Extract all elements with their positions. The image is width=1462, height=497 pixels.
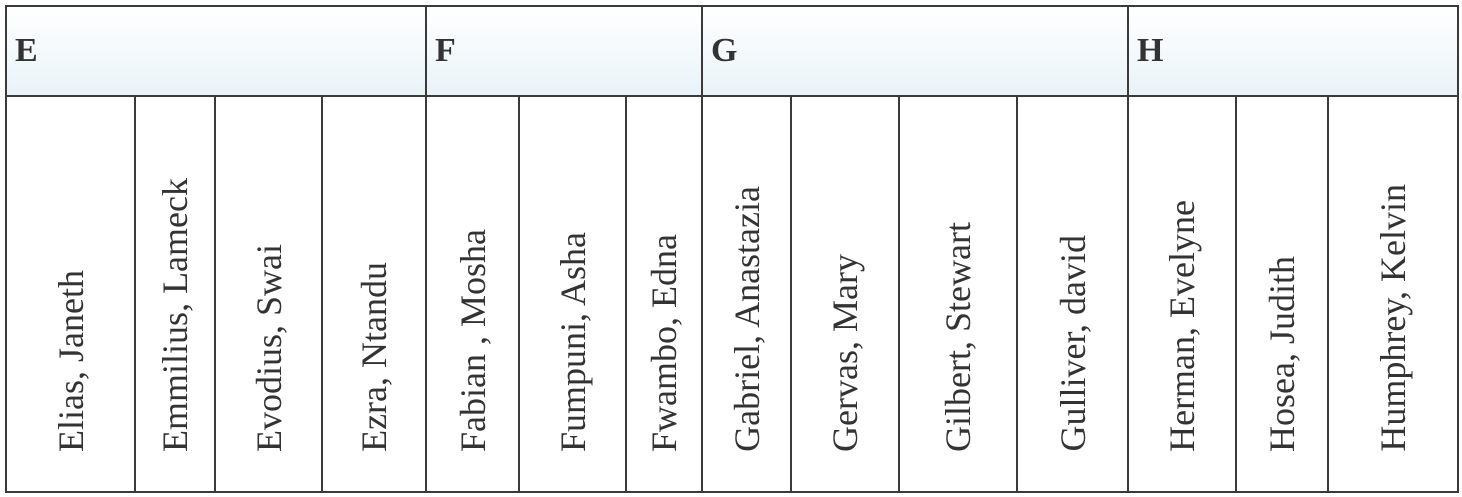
name-cell: Evodius, Swai [214, 95, 323, 493]
letter-header-f: F [424, 5, 704, 97]
name-cell: Ezra, Ntandu [321, 95, 427, 493]
name-entry: Humphrey, Kelvin [1373, 184, 1414, 452]
name-cell: Humphrey, Kelvin [1327, 95, 1460, 493]
letter-label: G [711, 32, 738, 69]
name-cell: Elias, Janeth [5, 95, 136, 493]
name-entry: Elias, Janeth [50, 270, 91, 452]
letter-label: H [1137, 32, 1164, 69]
name-entry: Herman, Evelyne [1162, 200, 1203, 452]
name-cell: Gulliver, david [1016, 95, 1130, 493]
letter-header-e: E [5, 5, 427, 97]
name-cell: Herman, Evelyne [1127, 95, 1238, 493]
name-cell: Gabriel, Anastazia [701, 95, 793, 493]
name-cell: Emmilius, Lameck [134, 95, 216, 493]
name-entry: Emmilius, Lameck [155, 178, 195, 452]
name-cell: Fwambo, Edna [624, 95, 704, 493]
letter-header-g: G [701, 5, 1130, 97]
name-entry: Hosea, Judith [1262, 256, 1303, 452]
letter-label: E [15, 32, 38, 69]
name-cell: Fabian , Mosha [425, 95, 520, 493]
name-entry: Ezra, Ntandu [354, 262, 394, 452]
name-entry: Evodius, Swai [248, 243, 289, 452]
letter-header-row: E F G H [5, 5, 1460, 97]
name-entry: Fumpuni, Asha [552, 231, 593, 452]
name-directory-table: E F G H Elias, Janeth Emmilius, Lameck E… [5, 5, 1460, 493]
name-entry: Gilbert, Stewart [938, 222, 979, 452]
letter-header-h: H [1127, 5, 1460, 97]
letter-label: F [435, 32, 456, 69]
name-cell: Gilbert, Stewart [898, 95, 1019, 493]
name-cell: Fumpuni, Asha [518, 95, 627, 493]
name-entry: Gulliver, david [1052, 235, 1093, 452]
name-cell: Hosea, Judith [1235, 95, 1330, 493]
name-entry: Fabian , Mosha [452, 229, 493, 452]
name-entry: Gabriel, Anastazia [726, 186, 767, 452]
name-entry: Fwambo, Edna [644, 234, 685, 452]
name-entry: Gervas, Mary [825, 254, 866, 452]
name-cell: Gervas, Mary [790, 95, 901, 493]
names-row: Elias, Janeth Emmilius, Lameck Evodius, … [5, 95, 1460, 493]
